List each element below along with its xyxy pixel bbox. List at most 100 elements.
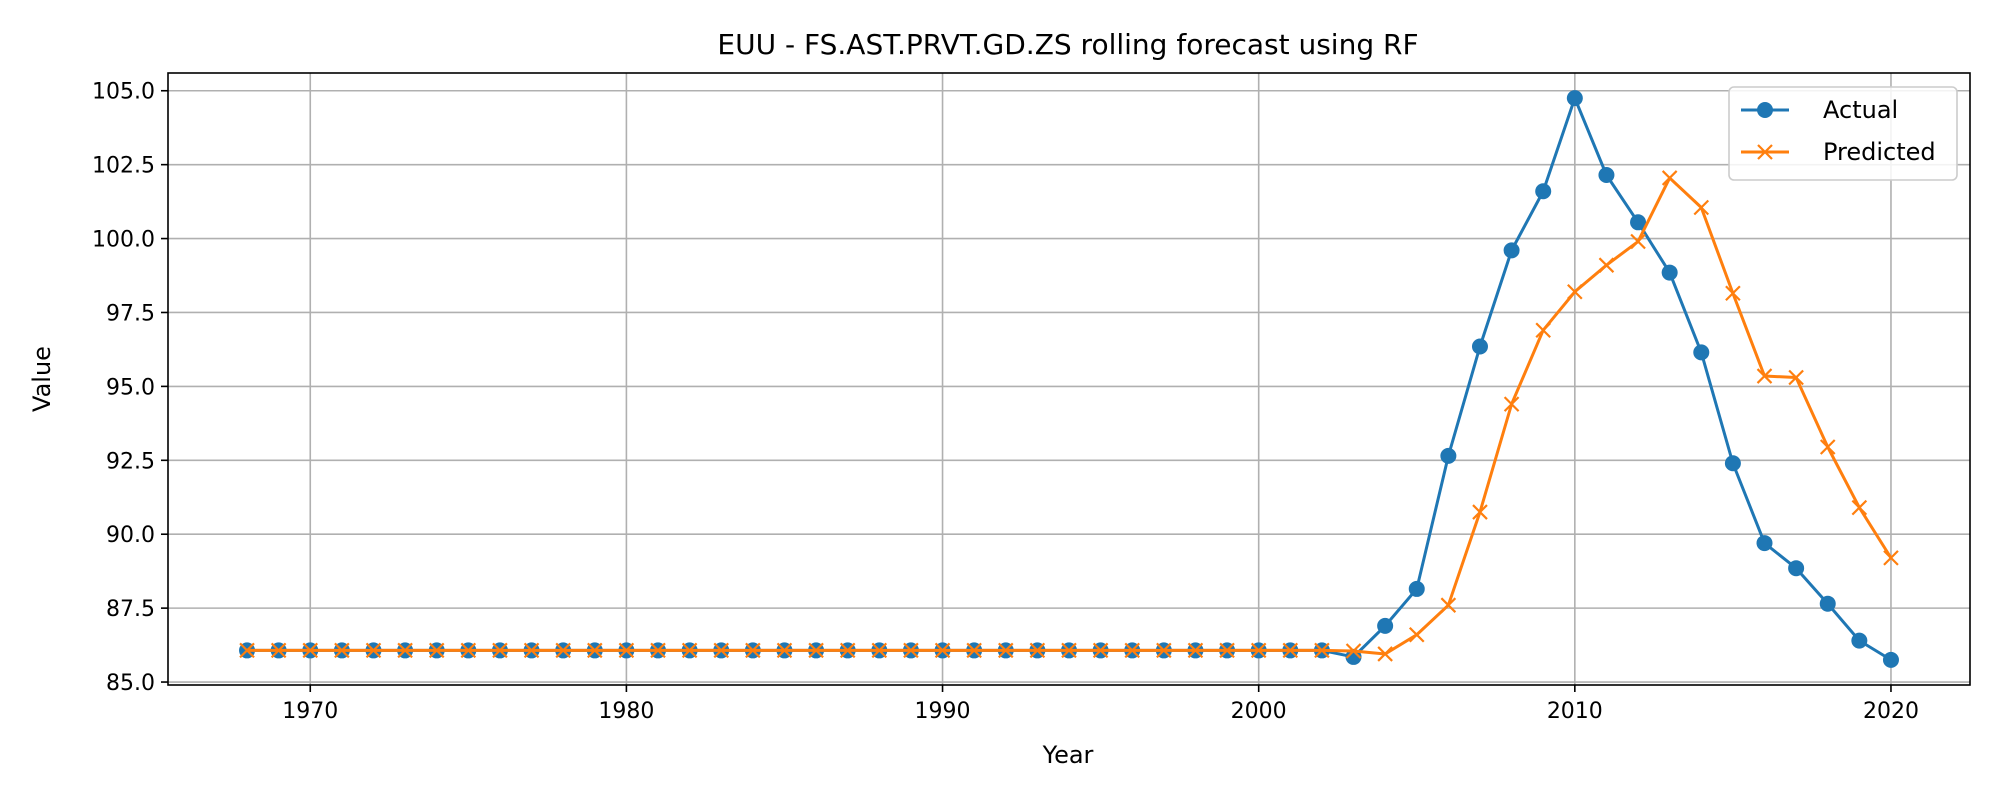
predicted-point <box>587 642 603 659</box>
predicted-point <box>492 642 508 659</box>
series-layer <box>239 90 1899 668</box>
predicted-point <box>1630 233 1646 250</box>
predicted-point <box>523 642 540 659</box>
predicted-point <box>966 642 982 659</box>
predicted-point <box>839 642 856 659</box>
predicted-point <box>1567 284 1583 300</box>
predicted-point <box>1029 642 1046 659</box>
predicted-point <box>776 642 793 659</box>
predicted-point <box>934 642 951 659</box>
predicted-point <box>397 642 413 659</box>
predicted-point <box>871 642 888 659</box>
y-tick-label: 85.0 <box>106 671 155 696</box>
x-tick-label: 1980 <box>598 699 654 724</box>
predicted-line <box>247 176 1893 656</box>
actual-point <box>1377 617 1394 634</box>
predicted-point <box>1345 643 1362 659</box>
predicted-point <box>1535 322 1551 338</box>
predicted-point <box>1851 499 1868 516</box>
actual-point <box>1598 167 1615 183</box>
predicted-point <box>1598 257 1615 273</box>
actual-point <box>1408 580 1425 597</box>
predicted-point <box>1219 642 1235 659</box>
predicted-point <box>618 642 635 659</box>
predicted-point <box>1377 646 1393 662</box>
actual-point <box>1756 535 1773 552</box>
predicted-point <box>428 642 445 659</box>
predicted-point <box>1661 170 1678 186</box>
actual-point <box>1788 560 1805 577</box>
actual-point <box>1819 595 1836 612</box>
legend-marker <box>1757 144 1773 160</box>
legend-entry-actual: Actual <box>1741 96 1898 124</box>
chart-title: EUU - FS.AST.PRVT.GD.ZS rolling forecast… <box>717 28 1418 61</box>
actual-point <box>1630 214 1647 231</box>
y-tick-label: 102.5 <box>92 154 155 179</box>
actual-line <box>247 96 1892 662</box>
predicted-point <box>1472 504 1488 520</box>
predicted-point <box>270 642 287 659</box>
predicted-point <box>1187 642 1204 659</box>
predicted-point <box>1408 626 1425 643</box>
predicted-point <box>1124 642 1141 659</box>
predicted-point <box>1756 368 1773 384</box>
grid <box>168 73 1970 685</box>
y-tick-label: 92.5 <box>106 449 155 474</box>
predicted-point <box>365 642 382 659</box>
predicted-point <box>555 642 571 659</box>
actual-point <box>1882 651 1899 668</box>
predicted-point <box>1883 550 1899 566</box>
y-tick-label: 90.0 <box>106 523 155 548</box>
predicted-point <box>1440 597 1457 613</box>
predicted-point <box>1092 642 1109 659</box>
actual-point <box>1724 455 1741 472</box>
predicted-point <box>1156 642 1172 659</box>
predicted-point <box>745 642 761 659</box>
predicted-point <box>302 642 319 659</box>
legend-marker <box>1757 102 1773 118</box>
x-tick-label: 1990 <box>915 699 971 724</box>
y-axis-label: Value <box>28 346 56 412</box>
predicted-point <box>1819 439 1836 455</box>
predicted-point <box>1314 642 1330 659</box>
actual-point <box>1440 447 1457 464</box>
predicted-point <box>713 642 730 659</box>
actual-point <box>1661 264 1678 281</box>
predicted-point <box>1503 396 1520 412</box>
x-tick-label: 2000 <box>1231 699 1287 724</box>
series-actual <box>239 90 1899 668</box>
predicted-point <box>808 642 824 659</box>
predicted-point <box>1788 369 1804 386</box>
predicted-point <box>1693 199 1710 216</box>
actual-point <box>1503 242 1520 259</box>
predicted-point <box>681 642 698 659</box>
x-tick-label: 2010 <box>1547 699 1603 724</box>
x-axis-label: Year <box>1042 741 1094 769</box>
predicted-point <box>239 642 255 659</box>
legend-label: Predicted <box>1823 138 1936 166</box>
plot-frame <box>167 72 1971 686</box>
actual-point <box>1535 183 1552 200</box>
actual-point <box>1471 338 1488 355</box>
series-predicted <box>239 170 1899 662</box>
y-tick-label: 95.0 <box>106 375 155 400</box>
legend-entry-predicted: Predicted <box>1741 138 1936 166</box>
predicted-point <box>650 642 666 659</box>
actual-point <box>1345 648 1362 665</box>
predicted-point <box>997 642 1014 659</box>
predicted-point <box>1061 642 1077 659</box>
y-tick-label: 97.5 <box>106 301 155 326</box>
axis-ticks: 1970 1980 1990 2000 2010 2020 85.0 87.5 90.0 92.5… <box>92 80 1919 724</box>
predicted-point <box>460 642 477 659</box>
x-tick-label: 1970 <box>282 699 338 724</box>
y-tick-label: 105.0 <box>92 80 155 105</box>
y-tick-label: 87.5 <box>106 597 155 622</box>
legend: Actual Predicted <box>1728 86 1958 181</box>
actual-point <box>1566 90 1583 107</box>
actual-point <box>1851 632 1868 649</box>
y-tick-label: 100.0 <box>92 228 155 253</box>
predicted-point <box>334 642 350 659</box>
predicted-point <box>1250 642 1267 659</box>
